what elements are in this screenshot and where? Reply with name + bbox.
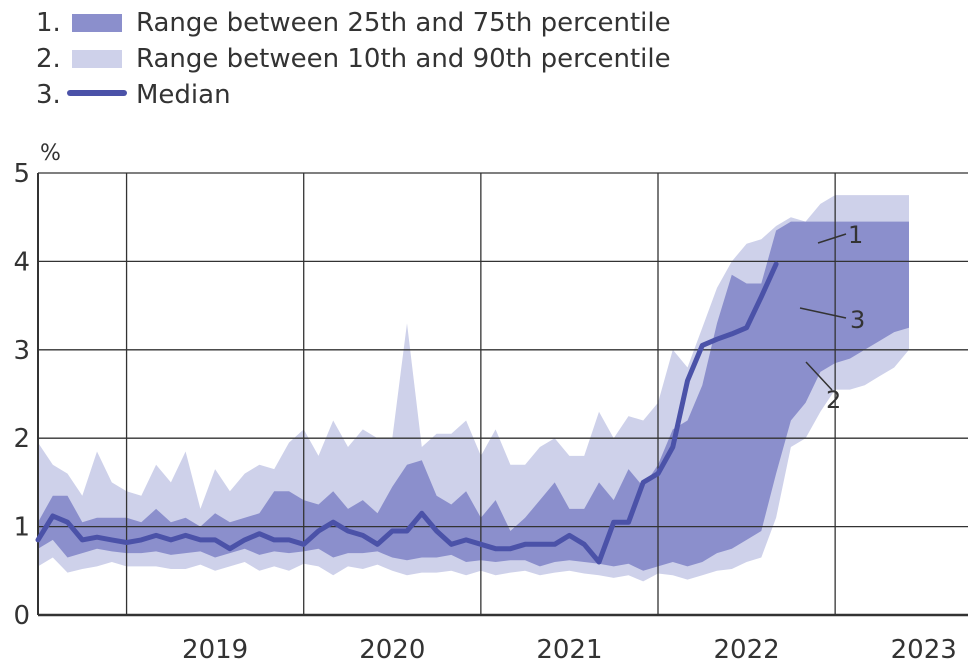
y-tick-label: 3 bbox=[13, 336, 30, 366]
annotation-leader-3 bbox=[799, 307, 847, 319]
legend-number-3: 3. bbox=[36, 80, 61, 110]
legend-number-1: 1. bbox=[36, 8, 61, 38]
median-line bbox=[35, 261, 779, 565]
band-iqr bbox=[38, 221, 909, 571]
legend-swatch-iqr bbox=[72, 14, 122, 32]
annotation-leader-2 bbox=[805, 361, 833, 391]
y-tick-label: 5 bbox=[13, 159, 30, 189]
legend-label-p10-p90: Range between 10th and 90th percentile bbox=[136, 44, 671, 74]
y-axis-unit: % bbox=[40, 141, 61, 166]
legend-number-2: 2. bbox=[36, 44, 61, 74]
x-tick-label: 2022 bbox=[713, 635, 779, 664]
y-tick-label: 0 bbox=[13, 601, 30, 631]
annotation-label-2: 2 bbox=[826, 386, 841, 414]
legend: 1. Range between 25th and 75th percentil… bbox=[36, 8, 671, 110]
x-tick-labels: 2019 2020 2021 2022 2023 bbox=[182, 635, 957, 664]
y-tick-labels: 0 1 2 3 4 5 bbox=[13, 159, 30, 631]
annotation-label-3: 3 bbox=[850, 306, 865, 334]
x-tick-label: 2023 bbox=[891, 635, 957, 664]
annotations: 1 3 2 bbox=[799, 221, 865, 414]
annotation-leader-1 bbox=[817, 233, 847, 244]
y-tick-label: 4 bbox=[13, 247, 30, 277]
x-tick-label: 2021 bbox=[536, 635, 602, 664]
plot-area bbox=[35, 172, 968, 617]
legend-label-median: Median bbox=[136, 80, 231, 110]
annotation-label-1: 1 bbox=[848, 221, 863, 249]
y-tick-label: 1 bbox=[13, 513, 30, 543]
legend-swatch-p10-p90 bbox=[72, 50, 122, 68]
x-tick-label: 2019 bbox=[182, 635, 248, 664]
legend-label-iqr: Range between 25th and 75th percentile bbox=[136, 8, 671, 38]
x-tick-label: 2020 bbox=[359, 635, 425, 664]
y-tick-label: 2 bbox=[13, 424, 30, 454]
